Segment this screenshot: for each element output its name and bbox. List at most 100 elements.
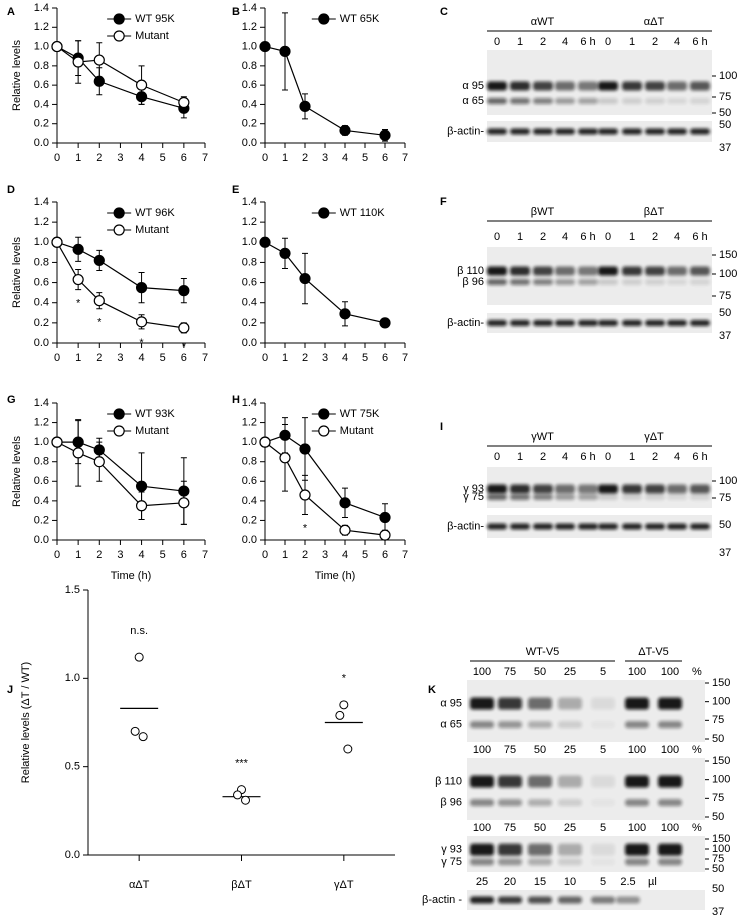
data-point <box>72 447 84 459</box>
legend-marker <box>318 13 330 25</box>
band <box>498 858 522 866</box>
data-point <box>135 500 148 512</box>
y-tick-label: 0.0 <box>242 137 257 149</box>
x-tick-label: 6 <box>382 549 388 561</box>
marker-label: 50 <box>712 863 724 875</box>
y-tick-label: 1.4 <box>34 196 49 208</box>
band <box>487 98 507 104</box>
lane-label: 5 <box>600 822 606 834</box>
band <box>667 128 687 135</box>
x-tick-label: 7 <box>202 549 208 561</box>
y-tick-label: 0.2 <box>242 118 257 130</box>
marker-label: 75 <box>719 290 731 302</box>
data-point <box>93 75 105 87</box>
band-label: β 110 <box>435 775 462 787</box>
lane-label: 6 h <box>692 36 707 48</box>
y-tick-label: 0.2 <box>34 317 49 329</box>
legend-marker <box>113 224 125 236</box>
data-point <box>379 511 391 524</box>
x-tick-label: 7 <box>202 352 208 364</box>
band <box>625 858 649 866</box>
marker-label: 75 <box>719 492 731 504</box>
x-tick-label: 4 <box>139 549 145 561</box>
band <box>667 320 687 326</box>
lane-label: 100 <box>473 666 491 678</box>
band <box>578 494 598 500</box>
band <box>598 494 618 500</box>
lane-label: 100 <box>473 822 491 834</box>
band <box>645 484 665 494</box>
x-tick-label: 7 <box>202 152 208 164</box>
legend-marker <box>318 207 330 219</box>
marker-label: 37 <box>712 906 724 918</box>
data-point <box>93 54 105 66</box>
band <box>625 799 649 807</box>
band <box>558 858 582 866</box>
band <box>645 266 665 276</box>
band <box>533 81 553 91</box>
lane-label: 1 <box>517 36 523 48</box>
x-tick-label: 0 <box>54 352 60 364</box>
x-tick-label: 0 <box>54 152 60 164</box>
volume-label: 2.5 <box>620 876 635 888</box>
legend-label: WT 65K <box>340 13 380 25</box>
marker-label: 150 <box>719 249 737 261</box>
band <box>591 775 615 788</box>
band <box>658 721 682 729</box>
x-tick-label: 6 <box>382 152 388 164</box>
band <box>622 81 642 91</box>
data-point <box>379 529 391 541</box>
band <box>498 799 522 807</box>
band <box>510 484 530 494</box>
band <box>558 896 582 904</box>
lane-unit: % <box>692 744 702 756</box>
significance: * <box>182 341 187 353</box>
x-tick-label: 7 <box>402 152 408 164</box>
band-label: γ 93 <box>463 483 484 495</box>
band-label: γ 93 <box>441 844 462 856</box>
legend-label: WT 95K <box>135 13 175 25</box>
band <box>658 799 682 807</box>
band <box>598 98 618 104</box>
band <box>598 484 618 494</box>
data-point <box>335 710 345 720</box>
legend-marker <box>113 207 125 219</box>
significance: * <box>76 298 81 310</box>
band <box>528 843 552 856</box>
data-point <box>343 744 353 754</box>
group-label: ΔT-V5 <box>638 646 669 658</box>
legend-label: Mutant <box>340 425 374 437</box>
y-tick-label: 0.0 <box>34 534 49 546</box>
marker-label: 150 <box>712 755 730 767</box>
actin-label: β-actin- <box>447 125 484 137</box>
band <box>528 858 552 866</box>
y-tick-label: 1.4 <box>242 2 257 14</box>
band <box>578 484 598 494</box>
lane-label: 1 <box>517 231 523 243</box>
band <box>667 81 687 91</box>
y-tick-label: 1.0 <box>34 236 49 248</box>
band-label: γ 75 <box>441 856 462 868</box>
x-tick-label: 4 <box>342 352 348 364</box>
y-tick-label: 0.6 <box>242 276 257 288</box>
band <box>498 843 522 856</box>
lane-label: 0 <box>605 231 611 243</box>
y-axis-label: Relative levels (ΔT / WT) <box>20 662 32 783</box>
band <box>533 494 553 500</box>
lane-label: 50 <box>534 744 546 756</box>
band <box>690 266 710 276</box>
marker-label: 50 <box>719 307 731 319</box>
lane-label: 6 h <box>580 36 595 48</box>
x-tick-label: 4 <box>139 352 145 364</box>
volume-label: 25 <box>476 876 488 888</box>
legend-marker <box>318 408 330 420</box>
x-tick-label: 2 <box>302 549 308 561</box>
marker-label: 75 <box>712 714 724 726</box>
band <box>658 843 682 856</box>
band <box>555 128 575 135</box>
y-tick-label: 0.0 <box>242 337 257 349</box>
band-label: β 110 <box>457 265 484 277</box>
band <box>470 775 494 788</box>
band <box>555 523 575 530</box>
